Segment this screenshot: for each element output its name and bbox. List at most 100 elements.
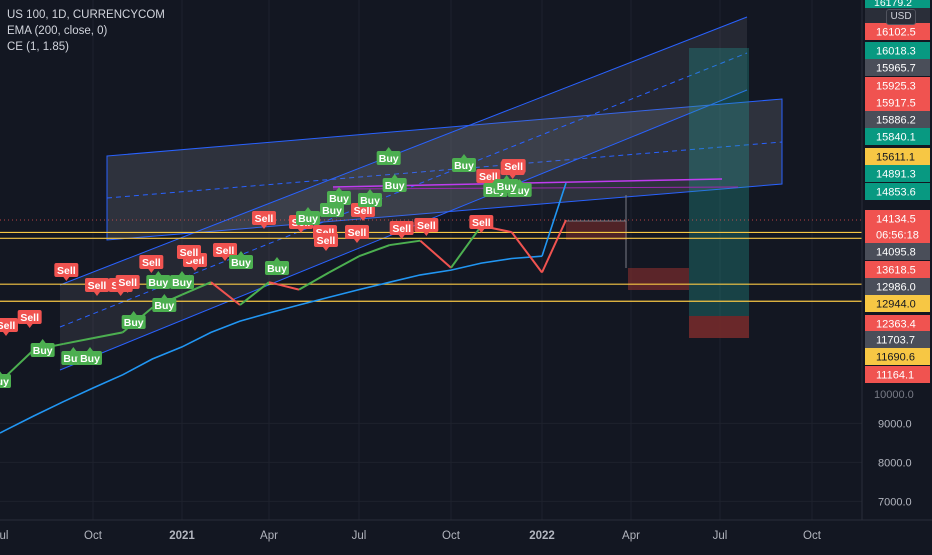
sell-signal: Sell — [345, 225, 369, 243]
signal-pointer — [63, 277, 70, 281]
signal-pointer — [391, 174, 398, 178]
signal-badge — [345, 225, 369, 239]
signal-label: Sell — [88, 280, 107, 292]
signal-pointer — [367, 189, 373, 193]
price-segment — [541, 219, 567, 273]
symbol-line[interactable]: US 100, 1D, CURRENCYCOM — [7, 9, 165, 21]
price-tick-label: 9000.0 — [878, 418, 912, 430]
signal-label: Sell — [317, 235, 336, 247]
price-label: 12944.0 — [865, 295, 930, 312]
ce-indicator-line[interactable]: CE (1, 1.85) — [7, 41, 69, 53]
price-label-text: 14891.3 — [876, 169, 916, 181]
price-label-bg — [865, 0, 930, 8]
currency-badge[interactable]: USD — [886, 9, 916, 25]
sell-signal: Sell — [252, 211, 276, 229]
signal-label: Buy — [329, 193, 349, 205]
signal-label: Sell — [180, 247, 199, 259]
price-label-bg — [865, 243, 930, 260]
price-label-bg — [865, 77, 930, 94]
ema-line — [0, 255, 543, 434]
signal-badge — [152, 298, 177, 312]
signal-pointer — [94, 292, 100, 296]
signal-badge — [17, 310, 42, 324]
price-label: 14134.5 — [865, 210, 930, 227]
price-tick-label: 7000.0 — [878, 496, 912, 508]
signal-label: Buy — [267, 263, 287, 275]
signal-label: Sell — [472, 217, 491, 229]
price-label-bg — [865, 261, 930, 278]
signal-pointer — [360, 217, 366, 221]
buy-signal: Buy — [320, 199, 344, 217]
signal-label: Sell — [479, 171, 498, 183]
sell-signal: Sell — [54, 263, 79, 281]
price-label-text: 15886.2 — [876, 115, 916, 127]
price-label-text: 15965.7 — [876, 63, 916, 75]
price-label-text: 12363.4 — [876, 319, 916, 331]
price-label-text: 14134.5 — [876, 214, 916, 226]
signal-label: Buy — [148, 277, 168, 289]
sell-signal: Sell — [314, 233, 338, 251]
price-label-text: 06:56:18 — [876, 230, 919, 242]
upper-channel-area — [106, 98, 783, 241]
upper-channel-midline — [106, 141, 783, 199]
price-label-text: 13618.5 — [876, 265, 916, 277]
signal-label: Sell — [348, 227, 367, 239]
price-label-bg — [865, 111, 930, 128]
signal-pointer — [124, 289, 131, 293]
price-label-text: 16102.5 — [876, 27, 916, 39]
signal-pointer — [261, 225, 267, 229]
price-label-text: 16179.2 — [874, 0, 912, 9]
signal-pointer — [503, 175, 510, 179]
signal-badge — [85, 278, 109, 292]
price-tick-label: 8000.0 — [878, 457, 912, 469]
price-label: 06:56:18 — [865, 226, 930, 243]
signal-label: Sell — [255, 213, 274, 225]
price-segment — [358, 244, 391, 258]
signal-pointer — [117, 292, 124, 296]
signal-pointer — [385, 147, 392, 151]
price-segment — [298, 271, 330, 291]
stop-zone-3 — [566, 221, 627, 240]
signal-badge — [115, 275, 140, 289]
grid-lines — [0, 0, 862, 520]
signal-badge — [314, 233, 338, 247]
price-segment — [63, 337, 94, 345]
signal-pointer — [148, 269, 155, 273]
signal-badge — [0, 374, 11, 388]
price-label: 11703.7 — [865, 331, 930, 348]
signal-pointer — [161, 294, 168, 298]
signal-badge — [469, 215, 494, 229]
price-segment — [210, 281, 241, 306]
price-segment — [389, 239, 421, 247]
signal-label: Sell — [216, 245, 235, 257]
sell-signal: Sell — [389, 221, 414, 239]
signal-badge — [327, 191, 351, 205]
signal-badge — [229, 255, 253, 269]
signal-badge — [177, 245, 201, 259]
price-label-bg — [865, 42, 930, 59]
price-label-text: 14095.8 — [876, 247, 916, 259]
ema-indicator-line[interactable]: EMA (200, close, 0) — [7, 25, 108, 37]
buy-signal: Buy — [121, 311, 146, 329]
price-segment — [92, 331, 123, 340]
price-label: 15840.1 — [865, 128, 930, 145]
price-label-bg — [865, 59, 930, 76]
signal-pointer — [179, 271, 185, 275]
price-segment — [3, 349, 35, 379]
price-segment — [328, 255, 360, 274]
signal-pointer — [323, 247, 329, 251]
price-label-text: 15611.1 — [876, 152, 915, 164]
signal-badge — [389, 221, 414, 235]
signal-pointer — [192, 267, 198, 271]
price-label-bg — [865, 148, 930, 165]
price-label-bg — [865, 183, 930, 200]
signal-badge — [382, 178, 407, 192]
buy-signal: Buy — [382, 174, 407, 192]
price-label: 15965.7 — [865, 59, 930, 76]
signal-pointer — [87, 347, 93, 351]
sell-signal: Sell — [177, 245, 201, 263]
signal-badge — [0, 318, 18, 332]
signal-badge — [320, 203, 344, 217]
